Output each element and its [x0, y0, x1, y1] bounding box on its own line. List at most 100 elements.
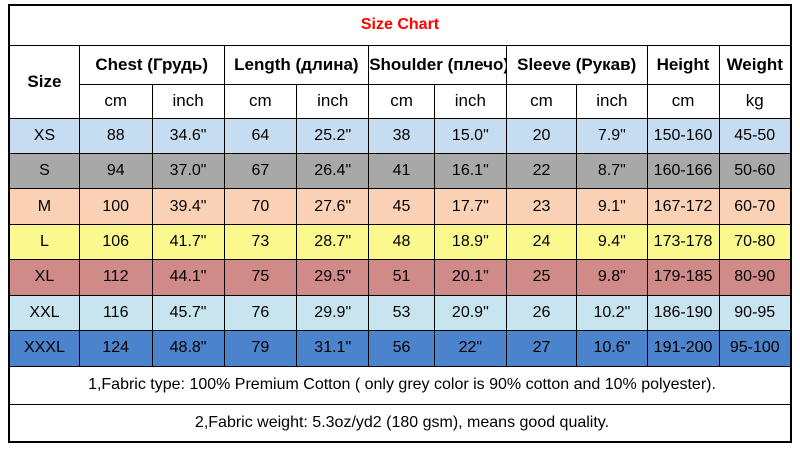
- value-cell: 106: [78, 223, 153, 261]
- value-cell: 173-178: [646, 223, 720, 261]
- column-header-sleeve: Sleeve (Рукав): [505, 44, 648, 85]
- value-cell: 28.7": [296, 223, 370, 261]
- value-cell: 24: [505, 223, 578, 261]
- value-cell: 20.1": [433, 259, 507, 296]
- value-cell: 90-95: [718, 294, 792, 332]
- value-cell: 41: [368, 152, 435, 190]
- value-cell: 60-70: [718, 188, 792, 225]
- value-cell: 25.2": [296, 117, 370, 154]
- value-cell: 25: [505, 259, 578, 296]
- unit-sleeve-inch: inch: [576, 83, 648, 119]
- value-cell: 112: [78, 259, 153, 296]
- value-cell: 22": [433, 330, 507, 367]
- value-cell: 7.9": [576, 117, 648, 154]
- value-cell: 29.5": [296, 259, 370, 296]
- value-cell: 20: [505, 117, 578, 154]
- value-cell: 39.4": [151, 188, 225, 225]
- value-cell: 51: [368, 259, 435, 296]
- value-cell: 48.8": [151, 330, 225, 367]
- header-unit-row: cm inch cm inch cm inch cm inch cm kg: [9, 83, 792, 119]
- unit-weight-kg: kg: [718, 83, 792, 119]
- value-cell: 73: [223, 223, 298, 261]
- column-header-chest: Chest (Грудь): [78, 44, 225, 85]
- column-header-size: Size: [8, 44, 80, 119]
- unit-chest-inch: inch: [151, 83, 225, 119]
- value-cell: 41.7": [151, 223, 225, 261]
- value-cell: 124: [78, 330, 153, 367]
- value-cell: 18.9": [433, 223, 507, 261]
- fabric-weight-note: 2,Fabric weight: 5.3oz/yd2 (180 gsm), me…: [8, 403, 792, 443]
- value-cell: 70-80: [718, 223, 792, 261]
- value-cell: 45-50: [718, 117, 792, 154]
- value-cell: 95-100: [718, 330, 792, 367]
- value-cell: 160-166: [646, 152, 720, 190]
- value-cell: 50-60: [718, 152, 792, 190]
- note-row: 1,Fabric type: 100% Premium Cotton ( onl…: [8, 365, 792, 405]
- size-cell: M: [8, 188, 80, 225]
- value-cell: 23: [505, 188, 578, 225]
- value-cell: 9.8": [576, 259, 648, 296]
- size-cell: XS: [8, 117, 80, 154]
- unit-height-cm: cm: [646, 83, 720, 119]
- value-cell: 79: [223, 330, 298, 367]
- value-cell: 186-190: [646, 294, 720, 332]
- note-row: 2,Fabric weight: 5.3oz/yd2 (180 gsm), me…: [8, 403, 792, 443]
- value-cell: 9.1": [576, 188, 648, 225]
- value-cell: 56: [368, 330, 435, 367]
- table-row: L 106 41.7" 73 28.7" 48 18.9" 24 9.4" 173-178 70-8…: [8, 223, 792, 261]
- column-header-height: Height: [646, 44, 720, 85]
- value-cell: 10.6": [576, 330, 648, 367]
- value-cell: 10.2": [576, 294, 648, 332]
- size-cell: XXL: [8, 294, 80, 332]
- value-cell: 34.6": [151, 117, 225, 154]
- value-cell: 94: [78, 152, 153, 190]
- size-cell: XXXL: [8, 330, 80, 367]
- value-cell: 16.1": [433, 152, 507, 190]
- size-cell: L: [8, 223, 80, 261]
- value-cell: 88: [78, 117, 153, 154]
- value-cell: 45: [368, 188, 435, 225]
- column-header-shoulder: Shoulder (плечо): [368, 44, 507, 85]
- value-cell: 26.4": [296, 152, 370, 190]
- table-row: S 94 37.0" 67 26.4" 41 16.1" 22 8.7" 160-166 50-60: [8, 152, 792, 190]
- unit-shoulder-inch: inch: [433, 83, 507, 119]
- value-cell: 31.1": [296, 330, 370, 367]
- table-row: XXL 116 45.7" 76 29.9" 53 20.9" 26 10.2" 186-190 9…: [8, 294, 792, 332]
- value-cell: 100: [78, 188, 153, 225]
- value-cell: 44.1": [151, 259, 225, 296]
- value-cell: 37.0": [151, 152, 225, 190]
- unit-shoulder-cm: cm: [368, 83, 435, 119]
- table-row: XL 112 44.1" 75 29.5" 51 20.1" 25 9.8" 179-185 80-…: [8, 259, 792, 296]
- value-cell: 26: [505, 294, 578, 332]
- unit-length-cm: cm: [223, 83, 298, 119]
- value-cell: 17.7": [433, 188, 507, 225]
- value-cell: 64: [223, 117, 298, 154]
- size-table-body: XS 88 34.6" 64 25.2" 38 15.0" 20 7.9" 150-160 45-5…: [8, 117, 792, 367]
- table-row: XXXL 124 48.8" 79 31.1" 56 22" 27 10.6" 191-200 95…: [8, 330, 792, 367]
- size-cell: XL: [8, 259, 80, 296]
- table-row: M 100 39.4" 70 27.6" 45 17.7" 23 9.1" 167-172 60-7…: [8, 188, 792, 225]
- value-cell: 167-172: [646, 188, 720, 225]
- value-cell: 29.9": [296, 294, 370, 332]
- value-cell: 27: [505, 330, 578, 367]
- value-cell: 75: [223, 259, 298, 296]
- title-row: Size Chart: [8, 4, 792, 46]
- value-cell: 70: [223, 188, 298, 225]
- size-chart-table: Size Chart Size Chest (Грудь) Length (дл…: [8, 4, 792, 443]
- value-cell: 67: [223, 152, 298, 190]
- unit-chest-cm: cm: [78, 83, 153, 119]
- value-cell: 80-90: [718, 259, 792, 296]
- value-cell: 15.0": [433, 117, 507, 154]
- size-chart-container: Size Chart Size Chest (Грудь) Length (дл…: [8, 4, 792, 443]
- value-cell: 9.4": [576, 223, 648, 261]
- value-cell: 179-185: [646, 259, 720, 296]
- value-cell: 27.6": [296, 188, 370, 225]
- page-title: Size Chart: [8, 4, 792, 46]
- value-cell: 53: [368, 294, 435, 332]
- value-cell: 45.7": [151, 294, 225, 332]
- table-row: XS 88 34.6" 64 25.2" 38 15.0" 20 7.9" 150-160 45-5…: [8, 117, 792, 154]
- value-cell: 20.9": [433, 294, 507, 332]
- value-cell: 38: [368, 117, 435, 154]
- value-cell: 22: [505, 152, 578, 190]
- value-cell: 116: [78, 294, 153, 332]
